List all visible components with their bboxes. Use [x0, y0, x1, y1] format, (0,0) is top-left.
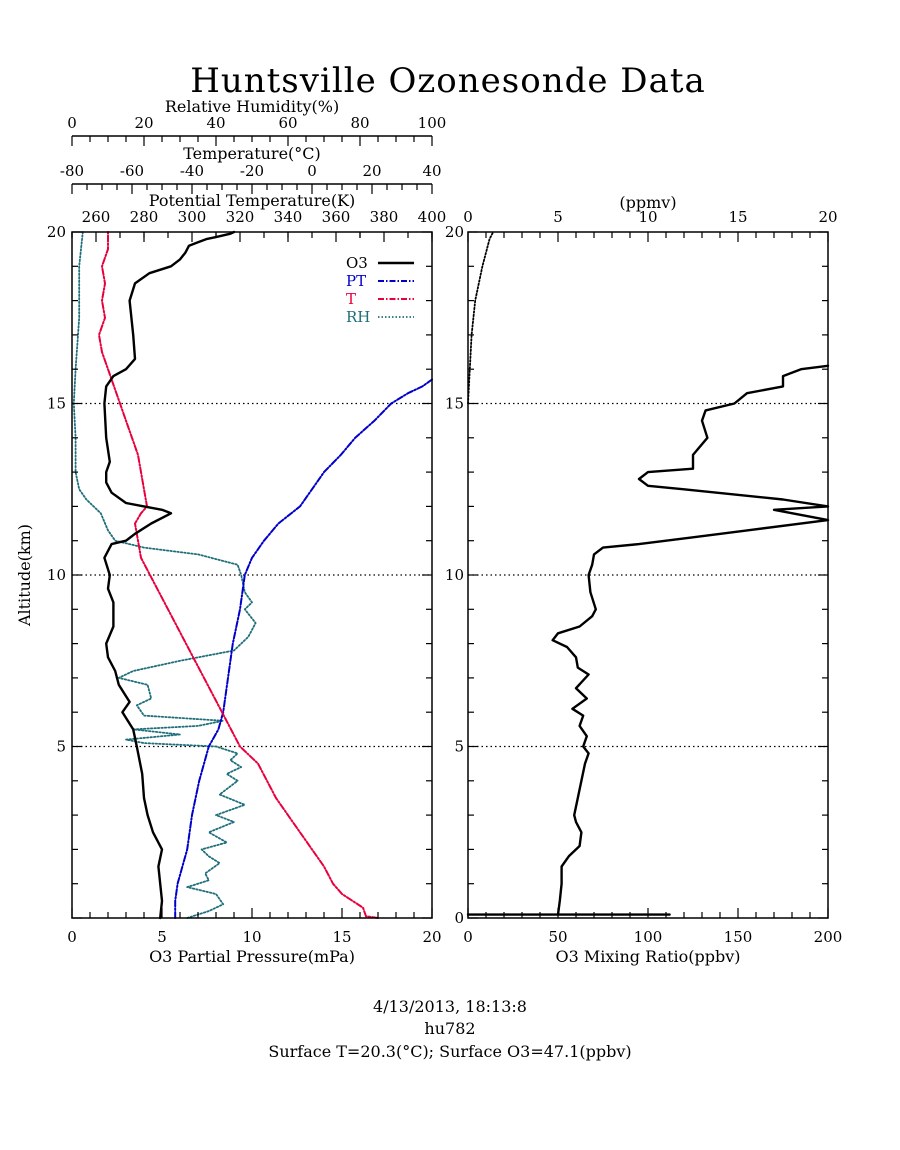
grid-lines [72, 402, 828, 748]
top-axis-tick-label: 320 [226, 208, 255, 226]
series-line-pt [174, 378, 433, 919]
top-axis-tick-label: 20 [362, 162, 381, 180]
series-line-o3 [103, 230, 236, 920]
x-tick-label: 10 [638, 208, 657, 226]
top-axis-tick-label: 300 [178, 208, 207, 226]
y-tick-label: 20 [445, 223, 464, 241]
y-tick-label: 15 [445, 395, 464, 413]
y-tick-label: 10 [47, 566, 66, 584]
top-axis-tick-label: 100 [418, 114, 447, 132]
x-tick-label: 20 [422, 928, 441, 946]
series-line-o3-mixing-ratio [466, 364, 830, 916]
series-line-rh [72, 231, 257, 919]
temperature-axis-label: Temperature(°C) [183, 144, 321, 163]
top-axis-tick-label: 40 [422, 162, 441, 180]
legend-label-pt: PT [346, 272, 366, 290]
legend-label-o3: O3 [346, 254, 368, 272]
top-axis-tick-label: 80 [350, 114, 369, 132]
top-axis-tick-label: 380 [370, 208, 399, 226]
x-tick-label: 5 [157, 928, 167, 946]
x-tick-label: 15 [332, 928, 351, 946]
y-tick-label: 5 [56, 738, 66, 756]
x-tick-label: 5 [553, 208, 563, 226]
top-axis-tick-label: 0 [307, 162, 317, 180]
top-axis-tick-label: 20 [134, 114, 153, 132]
series-line-o3-ppmv [467, 231, 495, 405]
x-tick-label: 100 [634, 928, 663, 946]
ppmv-axis-label: (ppmv) [619, 193, 676, 212]
footer-datetime: 4/13/2013, 18:13:8 [373, 997, 527, 1016]
o3-mixing-axis-label: O3 Mixing Ratio(ppbv) [555, 947, 740, 966]
y-tick-label: 15 [47, 395, 66, 413]
top-axis-tick-label: -40 [180, 162, 204, 180]
x-tick-label: 15 [728, 208, 747, 226]
footer-surface-values: Surface T=20.3(°C); Surface O3=47.1(ppbv… [268, 1042, 631, 1061]
top-axis-tick-label: -60 [120, 162, 144, 180]
top-axis-tick-label: 400 [418, 208, 447, 226]
top-axis-tick-label: -80 [60, 162, 84, 180]
top-axis-tick-label: 0 [67, 114, 77, 132]
y-tick-label: 5 [454, 738, 464, 756]
series-layer [72, 230, 830, 920]
x-tick-label: 0 [463, 208, 473, 226]
footer-station-id: hu782 [424, 1019, 475, 1038]
rh-axis-label: Relative Humidity(%) [165, 97, 339, 116]
top-axis-tick-label: 40 [206, 114, 225, 132]
top-axis-tick-label: 260 [82, 208, 111, 226]
y-tick-label: 0 [454, 909, 464, 927]
top-axis-tick-label: -20 [240, 162, 264, 180]
x-tick-label: 0 [67, 928, 77, 946]
top-axis-tick-label: 60 [278, 114, 297, 132]
x-tick-label: 0 [463, 928, 473, 946]
pt-axis-label: Potential Temperature(K) [149, 191, 356, 210]
top-axis-tick-label: 340 [274, 208, 303, 226]
x-tick-label: 10 [242, 928, 261, 946]
y-tick-label: 20 [47, 223, 66, 241]
y-axis-label: Altitude(km) [15, 524, 34, 627]
legend-label-t: T [346, 290, 356, 308]
series-line-t [98, 231, 379, 919]
legend-label-rh: RH [346, 308, 370, 326]
x-tick-label: 20 [818, 208, 837, 226]
o3-pressure-axis-label: O3 Partial Pressure(mPa) [149, 947, 355, 966]
chart-title: Huntsville Ozonesonde Data [190, 61, 706, 101]
y-tick-label: 10 [445, 566, 464, 584]
x-tick-label: 200 [814, 928, 843, 946]
top-axis-tick-label: 280 [130, 208, 159, 226]
x-tick-label: 50 [548, 928, 567, 946]
x-tick-label: 150 [724, 928, 753, 946]
top-axis-tick-label: 360 [322, 208, 351, 226]
